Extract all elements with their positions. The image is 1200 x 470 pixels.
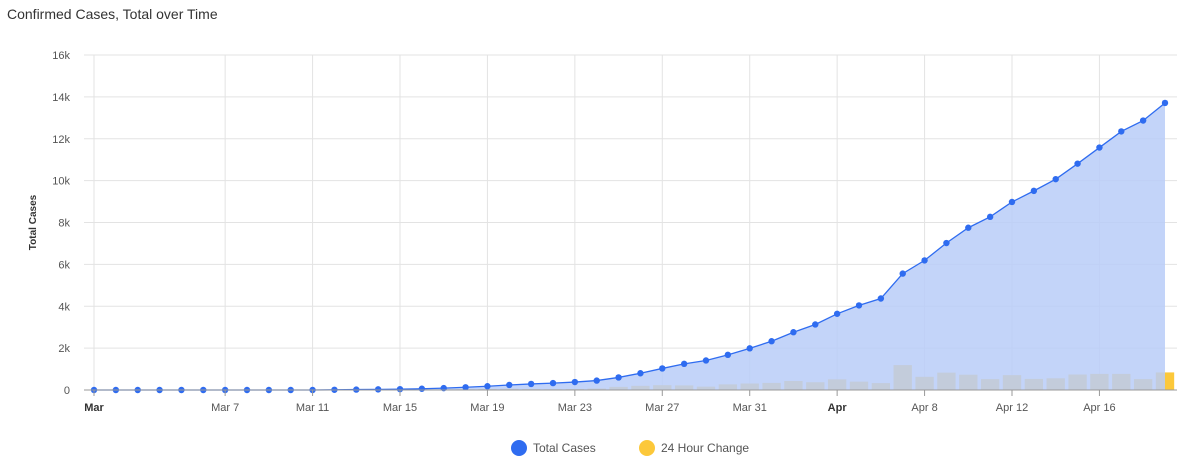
data-point: [1074, 160, 1081, 167]
chart-title: Confirmed Cases, Total over Time: [7, 6, 218, 22]
data-point: [615, 374, 622, 381]
area-fill: [94, 102, 1165, 391]
data-point: [549, 379, 557, 387]
data-point: [724, 351, 732, 359]
data-point: [1096, 144, 1103, 151]
x-tick-label: Mar 19: [470, 402, 504, 414]
y-tick-label: 12k: [52, 134, 70, 146]
x-tick-label: Mar: [84, 402, 104, 414]
legend-label[interactable]: Total Cases: [533, 441, 596, 455]
data-point: [877, 295, 885, 302]
data-point: [680, 360, 688, 368]
data-point: [921, 257, 928, 264]
data-point: [746, 345, 753, 352]
legend-swatch[interactable]: [639, 440, 655, 456]
data-point: [374, 386, 382, 393]
data-point: [593, 377, 600, 384]
y-tick-label: 6k: [58, 259, 70, 271]
y-tick-label: 16k: [52, 50, 70, 62]
x-tick-label: Apr 12: [996, 402, 1028, 414]
data-point: [1052, 175, 1059, 183]
data-point: [812, 321, 819, 328]
y-tick-label: 2k: [58, 343, 70, 355]
x-tick-label: Mar 7: [211, 402, 239, 414]
data-point: [899, 270, 906, 277]
data-point: [484, 383, 491, 390]
data-point: [1118, 128, 1125, 135]
data-point: [462, 384, 469, 391]
area-series: [94, 102, 1166, 391]
legend-label[interactable]: 24 Hour Change: [661, 441, 749, 455]
x-tick-label: Mar 31: [733, 402, 767, 414]
y-tick-label: 0: [64, 385, 70, 397]
data-point: [986, 213, 994, 221]
data-point: [1008, 198, 1016, 206]
data-point: [965, 224, 972, 231]
x-tick-label: Mar 15: [383, 402, 417, 414]
data-point: [571, 378, 579, 386]
data-point: [527, 380, 535, 388]
x-tick-label: Mar 27: [645, 402, 679, 414]
data-point: [418, 385, 426, 392]
data-point: [506, 381, 513, 389]
x-tick-label: Apr 8: [911, 402, 937, 414]
axes: 0 2k 4k 6k 8k 10k 12k 14k 16k Mar Mar 7 Mar 11 Mar 1…: [28, 50, 1177, 414]
x-tick-label: Mar 23: [558, 402, 592, 414]
data-point: [790, 329, 797, 336]
data-point: [1139, 117, 1147, 124]
data-point: [1030, 187, 1038, 195]
data-point: [702, 357, 710, 364]
x-tick-label: Mar 11: [296, 402, 329, 414]
data-point: [943, 239, 950, 247]
y-tick-label: 4k: [58, 301, 70, 313]
data-point: [396, 385, 404, 393]
y-tick-label: 10k: [52, 176, 70, 188]
legend-swatch[interactable]: [511, 440, 527, 456]
y-axis-label: Total Cases: [28, 194, 39, 250]
y-tick-label: 14k: [52, 92, 70, 104]
x-tick-label: Apr: [828, 402, 848, 414]
legend[interactable]: Total Cases 24 Hour Change: [511, 440, 749, 456]
data-point: [768, 338, 775, 345]
x-tick-label: Apr 16: [1083, 402, 1115, 414]
y-tick-label: 8k: [58, 218, 70, 230]
data-point: [1161, 99, 1169, 107]
data-point: [855, 302, 863, 309]
data-point: [659, 365, 666, 372]
data-point: [833, 310, 841, 317]
data-point: [637, 370, 644, 377]
